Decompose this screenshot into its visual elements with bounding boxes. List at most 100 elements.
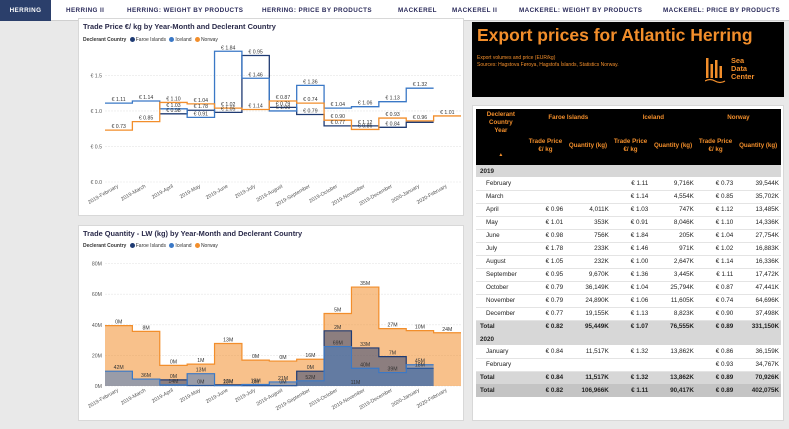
data-label: € 0.91 xyxy=(194,111,209,117)
data-label: 2M xyxy=(334,325,341,331)
data-label: € 1.06 xyxy=(358,101,373,107)
col-header-faroe-price[interactable]: Trade Price €/ kg xyxy=(525,127,566,165)
col-header-faroe[interactable]: Faroe Islands xyxy=(525,109,611,127)
col-header-iceland-price[interactable]: Trade Price €/ kg xyxy=(610,127,651,165)
data-label: € 1.01 xyxy=(440,110,455,116)
norway-price-cell: € 0.87 xyxy=(695,281,736,295)
faroe-qty-cell: 11,517K xyxy=(565,371,611,384)
row-label: Total xyxy=(476,384,526,397)
col-header-year[interactable]: Year ▲ xyxy=(476,127,526,165)
data-label: € 1.00 xyxy=(276,105,291,111)
legend-norway-label[interactable]: Norway xyxy=(200,243,218,249)
report-subtitle: Export volumes and price (EUR/kg) xyxy=(477,55,556,61)
legend-faroe-label[interactable]: Faroe Islands xyxy=(135,37,167,43)
norway-price-cell: € 0.85 xyxy=(695,190,736,204)
iceland-price-cell: € 1.04 xyxy=(610,281,651,295)
data-label: 0M xyxy=(170,374,177,380)
faroe-qty-cell: 4,011K xyxy=(565,203,611,217)
iceland-price-cell: € 1.46 xyxy=(610,242,651,256)
norway-qty-cell: 402,075K xyxy=(735,384,781,397)
y-tick-label: 40M xyxy=(92,323,102,329)
norway-price-cell: € 0.93 xyxy=(695,358,736,372)
legend-norway-marker xyxy=(194,37,200,42)
row-label: April xyxy=(476,203,526,217)
data-label: 0M xyxy=(170,359,177,365)
data-label: € 0.86 xyxy=(358,123,373,129)
table-row: April € 0.96 4,011K € 1.03 747K € 1.12 13,485K xyxy=(476,203,781,217)
col-header-norway-price[interactable]: Trade Price €/ kg xyxy=(695,127,736,165)
row-label: October xyxy=(476,281,526,295)
logo-word-sea: Sea xyxy=(731,56,745,65)
col-header-norway-qty[interactable]: Quantity (kg) xyxy=(735,127,781,165)
data-label: 13M xyxy=(223,379,233,385)
data-label: € 1.04 xyxy=(331,102,346,108)
legend-norway-label[interactable]: Norway xyxy=(200,37,218,43)
faroe-price-cell: € 0.77 xyxy=(525,307,566,321)
tab-mackerel-weight-by-products[interactable]: MACKEREL: WEIGHT BY PRODUCTS xyxy=(519,7,643,14)
tab-herring[interactable]: HERRING xyxy=(0,0,51,21)
iceland-price-cell: € 1.36 xyxy=(610,268,651,282)
norway-qty-cell: 64,696K xyxy=(735,294,781,308)
y-tick-label: € 1.0 xyxy=(90,109,102,115)
tab-mackerel[interactable]: MACKEREL xyxy=(398,7,437,14)
col-header-faroe-qty[interactable]: Quantity (kg) xyxy=(565,127,611,165)
norway-price-cell: € 0.89 xyxy=(695,320,736,333)
logo-text: Sea Data Center xyxy=(731,57,754,81)
price-chart-title: Trade Price €/ kg by Year-Month and Decl… xyxy=(83,22,276,31)
data-label: 27M xyxy=(387,323,397,329)
data-label: € 1.36 xyxy=(303,79,318,85)
data-label: € 0.95 xyxy=(248,50,263,56)
col-header-country[interactable]: Declerant Country xyxy=(476,109,526,127)
quantity-chart-legend: Declerant Country Faroe Islands Iceland … xyxy=(83,243,218,249)
row-label: December xyxy=(476,307,526,321)
norway-qty-cell: 27,754K xyxy=(735,229,781,243)
data-label: € 1.10 xyxy=(166,96,181,102)
legend-iceland-label[interactable]: Iceland xyxy=(175,243,192,249)
iceland-qty-cell: 8,823K xyxy=(650,307,696,321)
table-row: February € 0.93 34,767K xyxy=(476,358,781,372)
data-label: € 0.87 xyxy=(276,95,291,101)
norway-qty-cell: 13,485K xyxy=(735,203,781,217)
legend-iceland-label[interactable]: Iceland xyxy=(175,37,192,43)
faroe-price-cell: € 0.82 xyxy=(525,384,566,397)
tab-mackerel-ii[interactable]: MACKEREL II xyxy=(452,7,498,14)
tab-herring-price-by-products[interactable]: HERRING: PRICE BY PRODUCTS xyxy=(262,7,372,14)
iceland-qty-cell: 13,862K xyxy=(650,371,696,384)
tab-mackerel-price-by-products[interactable]: MACKEREL: PRICE BY PRODUCTS xyxy=(663,7,781,14)
iceland-qty-cell: 2,647K xyxy=(650,255,696,269)
data-label: 0M xyxy=(307,365,314,371)
row-label: November xyxy=(476,294,526,308)
sort-ascending-icon[interactable]: ▲ xyxy=(498,152,504,158)
norway-qty-cell: 35,702K xyxy=(735,190,781,204)
legend-faroe-label[interactable]: Faroe Islands xyxy=(135,243,167,249)
y-tick-label: € 0.5 xyxy=(90,144,102,150)
table-row: August € 1.05 232K € 1.00 2,647K € 1.14 16,336… xyxy=(476,255,781,269)
col-header-iceland[interactable]: Iceland xyxy=(610,109,696,127)
col-header-norway[interactable]: Norway xyxy=(695,109,781,127)
norway-qty-cell: 39,544K xyxy=(735,177,781,191)
data-label: € 0.79 xyxy=(303,109,318,115)
tab-herring-ii[interactable]: HERRING II xyxy=(66,7,105,14)
row-label: July xyxy=(476,242,526,256)
quantity-chart-title: Trade Quantity - LW (kg) by Year-Month a… xyxy=(83,229,303,238)
table-row: January € 0.84 11,517K € 1.32 13,862K € 0.86 3… xyxy=(476,345,781,359)
data-label: 10M xyxy=(415,325,425,331)
iceland-qty-cell xyxy=(650,358,696,372)
year-group-row[interactable]: 2020 xyxy=(476,333,781,345)
iceland-qty-cell: 8,046K xyxy=(650,216,696,230)
faroe-qty-cell: 11,517K xyxy=(565,345,611,359)
y-tick-label: 20M xyxy=(92,353,102,359)
report-title: Export prices for Atlantic Herring xyxy=(477,25,753,45)
col-header-iceland-qty[interactable]: Quantity (kg) xyxy=(650,127,696,165)
data-label: 18M xyxy=(415,362,425,368)
year-group-row[interactable]: 2019 xyxy=(476,165,781,177)
data-label: 21M xyxy=(278,376,288,382)
tab-herring-weight-by-products[interactable]: HERRING: WEIGHT BY PRODUCTS xyxy=(127,7,244,14)
faroe-qty-cell: 95,449K xyxy=(565,320,611,333)
iceland-price-cell: € 1.06 xyxy=(610,294,651,308)
norway-qty-cell: 36,159K xyxy=(735,345,781,359)
row-label: February xyxy=(476,177,526,191)
iceland-qty-cell: 971K xyxy=(650,242,696,256)
y-tick-label: € 1.5 xyxy=(90,73,102,79)
data-label: € 0.98 xyxy=(166,108,181,114)
